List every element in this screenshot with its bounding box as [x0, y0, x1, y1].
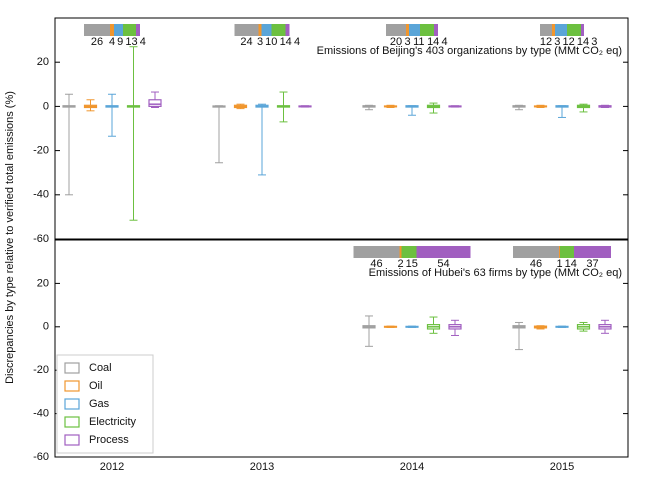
composition-label: 12: [562, 36, 574, 48]
composition-segment: [123, 24, 136, 36]
composition-segment: [416, 246, 471, 258]
composition-label: 14: [280, 36, 292, 48]
composition-label: 46: [370, 258, 382, 270]
y-tick-label: -40: [33, 408, 49, 420]
composition-label: 26: [91, 36, 103, 48]
y-tick-label: -40: [33, 189, 49, 201]
legend-swatch: [64, 416, 80, 428]
panel-title: Emissions of Beijing's 403 organizations…: [317, 45, 622, 57]
composition-label: 24: [240, 36, 252, 48]
x-tick-label: 2012: [100, 461, 124, 473]
composition-label: 4: [441, 36, 447, 48]
composition-label: 4: [294, 36, 300, 48]
y-tick-label: 0: [43, 321, 49, 333]
panel-frame: [54, 239, 629, 458]
composition-segment: [555, 24, 567, 36]
y-tick-label: -20: [33, 364, 49, 376]
legend-label: Process: [89, 434, 129, 446]
composition-label: 9: [117, 36, 123, 48]
composition-segment: [559, 246, 560, 258]
y-axis-label: Discrepancies by type relative to verifi…: [4, 91, 16, 384]
composition-segment: [271, 24, 286, 36]
y-tick-label: 0: [43, 100, 49, 112]
composition-segment: [567, 24, 581, 36]
legend-label: Coal: [89, 362, 112, 374]
panel-title: Emissions of Hubei's 63 firms by type (M…: [369, 267, 622, 279]
legend-swatch: [64, 398, 80, 410]
composition-label: 12: [540, 36, 552, 48]
composition-label: 3: [404, 36, 410, 48]
x-tick-label: 2014: [400, 461, 424, 473]
legend-label: Electricity: [89, 416, 137, 428]
composition-segment: [386, 24, 406, 36]
box: [148, 99, 162, 107]
composition-segment: [409, 24, 420, 36]
composition-segment: [258, 24, 262, 36]
y-tick-label: -60: [33, 451, 49, 463]
composition-segment: [581, 24, 584, 36]
composition-label: 4: [140, 36, 146, 48]
composition-segment: [552, 24, 555, 36]
composition-label: 3: [257, 36, 263, 48]
composition-label: 54: [437, 258, 449, 270]
composition-label: 4: [109, 36, 115, 48]
legend-swatch: [64, 434, 80, 446]
composition-label: 3: [554, 36, 560, 48]
composition-segment: [401, 246, 417, 258]
legend-swatch: [64, 362, 80, 374]
composition-segment: [540, 24, 552, 36]
composition-segment: [353, 246, 400, 258]
y-tick-label: 20: [37, 277, 49, 289]
composition-label: 10: [265, 36, 277, 48]
composition-segment: [234, 24, 259, 36]
legend-label: Gas: [89, 398, 110, 410]
panel-frame: [54, 17, 629, 240]
composition-label: 2: [397, 258, 403, 270]
legend-swatch: [64, 380, 80, 392]
composition-label: 37: [586, 258, 598, 270]
composition-segment: [574, 246, 611, 258]
composition-segment: [420, 24, 434, 36]
legend-label: Oil: [89, 380, 102, 392]
composition-segment: [84, 24, 110, 36]
composition-label: 20: [390, 36, 402, 48]
y-tick-label: 20: [37, 56, 49, 68]
composition-label: 46: [530, 258, 542, 270]
composition-segment: [399, 246, 402, 258]
x-tick-label: 2015: [550, 461, 574, 473]
composition-segment: [513, 246, 559, 258]
composition-segment: [261, 24, 272, 36]
composition-label: 1: [556, 258, 562, 270]
composition-segment: [136, 24, 140, 36]
composition-label: 14: [427, 36, 439, 48]
composition-segment: [114, 24, 123, 36]
composition-segment: [434, 24, 438, 36]
y-tick-label: -20: [33, 145, 49, 157]
composition-label: 14: [577, 36, 589, 48]
composition-segment: [560, 246, 574, 258]
y-tick-label: -60: [33, 233, 49, 245]
composition-label: 14: [565, 258, 577, 270]
composition-label: 15: [406, 258, 418, 270]
composition-segment: [110, 24, 114, 36]
composition-label: 13: [125, 36, 137, 48]
composition-label: 3: [591, 36, 597, 48]
composition-segment: [406, 24, 409, 36]
composition-label: 11: [413, 36, 424, 48]
composition-segment: [285, 24, 290, 36]
x-tick-label: 2013: [250, 461, 274, 473]
